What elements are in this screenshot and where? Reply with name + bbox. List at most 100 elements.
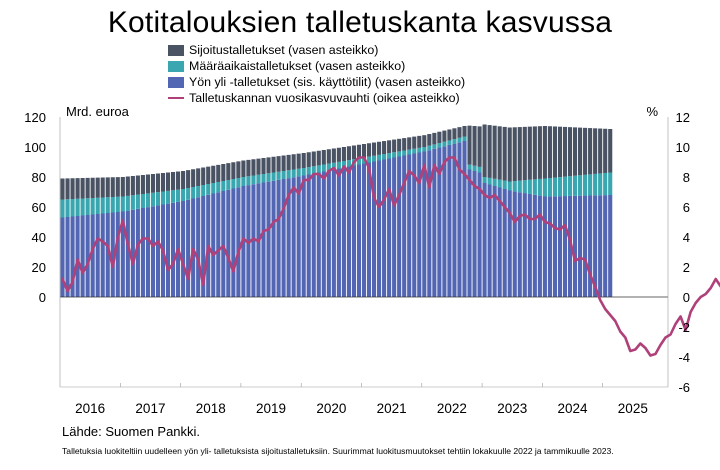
bar-maaraaikais — [206, 184, 211, 195]
bar-sijoitus — [492, 125, 497, 179]
bar-sijoitus — [497, 126, 502, 180]
bar-yon-yli — [301, 175, 306, 297]
bar-sijoitus — [447, 129, 452, 141]
bar-yon-yli — [306, 174, 311, 297]
bar-maaraaikais — [527, 179, 532, 194]
tick-labels-layer: 0 20 40 60 80 100 120 -6 -4 -2 0 2 4 6 8 10 12 Mrd. euroa… — [24, 104, 690, 416]
bar-yon-yli — [392, 157, 397, 297]
bar-maaraaikais — [296, 168, 301, 177]
bar-maaraaikais — [442, 141, 447, 147]
x-tick-label: 2017 — [135, 401, 165, 416]
bar-maaraaikais — [80, 198, 85, 216]
left-tick-label: 60 — [32, 200, 46, 215]
bar-yon-yli — [387, 158, 392, 297]
bar-sijoitus — [75, 178, 80, 199]
bar-maaraaikais — [100, 197, 105, 214]
bar-maaraaikais — [306, 167, 311, 175]
bar-sijoitus — [392, 139, 397, 153]
bar-sijoitus — [90, 177, 95, 198]
bar-sijoitus — [407, 137, 412, 150]
x-tick-label: 2023 — [497, 401, 527, 416]
bar-sijoitus — [120, 177, 125, 197]
bar-yon-yli — [110, 212, 115, 297]
bar-maaraaikais — [196, 186, 201, 198]
bar-yon-yli — [105, 213, 110, 297]
bar-yon-yli — [150, 206, 156, 297]
bar-sijoitus — [532, 126, 537, 180]
bar-maaraaikais — [286, 170, 291, 179]
bar-sijoitus — [522, 126, 527, 181]
bar-yon-yli — [492, 186, 497, 297]
right-tick-label: 12 — [676, 110, 690, 125]
bar-yon-yli — [572, 195, 578, 297]
bar-sijoitus — [387, 140, 392, 154]
bar-sijoitus — [125, 176, 130, 196]
bar-sijoitus — [105, 177, 110, 198]
bar-maaraaikais — [472, 165, 477, 171]
bar-sijoitus — [427, 134, 432, 146]
bar-yon-yli — [261, 182, 266, 297]
bar-maaraaikais — [341, 161, 346, 168]
bar-yon-yli — [346, 166, 351, 297]
bar-sijoitus — [196, 168, 201, 187]
bar-maaraaikais — [371, 155, 377, 162]
bar-maaraaikais — [603, 172, 608, 196]
bar-maaraaikais — [532, 179, 537, 195]
x-tick-label: 2022 — [437, 401, 467, 416]
bar-yon-yli — [366, 162, 372, 297]
bar-maaraaikais — [311, 166, 316, 174]
bar-maaraaikais — [377, 154, 382, 161]
bar-sijoitus — [397, 138, 402, 152]
bar-maaraaikais — [392, 152, 397, 158]
bar-sijoitus — [477, 126, 482, 167]
bar-maaraaikais — [60, 199, 65, 218]
bar-maaraaikais — [542, 178, 547, 197]
bar-yon-yli — [397, 156, 402, 297]
bar-sijoitus — [311, 151, 316, 167]
bar-yon-yli — [125, 210, 130, 298]
bar-sijoitus — [377, 141, 382, 155]
bar-sijoitus — [507, 127, 512, 182]
bar-yon-yli — [135, 208, 140, 298]
legend-item-yon-yli-talletukset: Yön yli -talletukset (sis. käyttötilit) … — [168, 74, 465, 90]
bar-yon-yli — [331, 169, 336, 297]
bar-maaraaikais — [75, 198, 80, 216]
x-tick-label: 2020 — [316, 401, 346, 416]
bar-yon-yli — [361, 163, 367, 297]
bar-sijoitus — [517, 127, 522, 181]
bar-maaraaikais — [125, 195, 130, 211]
bar-sijoitus — [186, 170, 191, 189]
bar-maaraaikais — [160, 191, 166, 205]
bar-yon-yli — [412, 153, 417, 297]
bar-sijoitus — [552, 126, 557, 178]
x-tick-label: 2016 — [75, 401, 105, 416]
bars-layer — [60, 124, 613, 298]
bar-yon-yli — [296, 176, 301, 298]
bar-sijoitus — [276, 156, 281, 172]
bar-yon-yli — [201, 196, 206, 297]
legend-item-maaraaikaistalletukset: Määräaikaistalletukset (vasen asteikko) — [168, 58, 465, 74]
bar-maaraaikais — [572, 175, 578, 196]
right-tick-label: 8 — [683, 170, 690, 185]
bar-maaraaikais — [110, 197, 115, 213]
source-note: Lähde: Suomen Pankki. — [62, 424, 201, 439]
axes-layer — [59, 117, 669, 388]
bar-sijoitus — [171, 172, 176, 191]
bar-sijoitus — [165, 172, 171, 191]
bar-sijoitus — [557, 126, 563, 178]
bar-maaraaikais — [422, 147, 427, 152]
legend-swatch-maaraaikaistalletukset — [168, 60, 184, 72]
bar-maaraaikais — [552, 177, 557, 197]
bar-yon-yli — [593, 195, 598, 297]
bar-maaraaikais — [85, 198, 90, 215]
bar-yon-yli — [547, 196, 552, 297]
bar-yon-yli — [85, 215, 90, 297]
bar-sijoitus — [100, 177, 105, 198]
bar-maaraaikais — [226, 180, 231, 190]
bar-sijoitus — [201, 167, 206, 185]
bar-sijoitus — [281, 155, 286, 171]
bar-yon-yli — [145, 207, 150, 298]
bar-yon-yli — [477, 172, 482, 297]
bar-maaraaikais — [140, 194, 145, 208]
bar-sijoitus — [341, 147, 346, 161]
